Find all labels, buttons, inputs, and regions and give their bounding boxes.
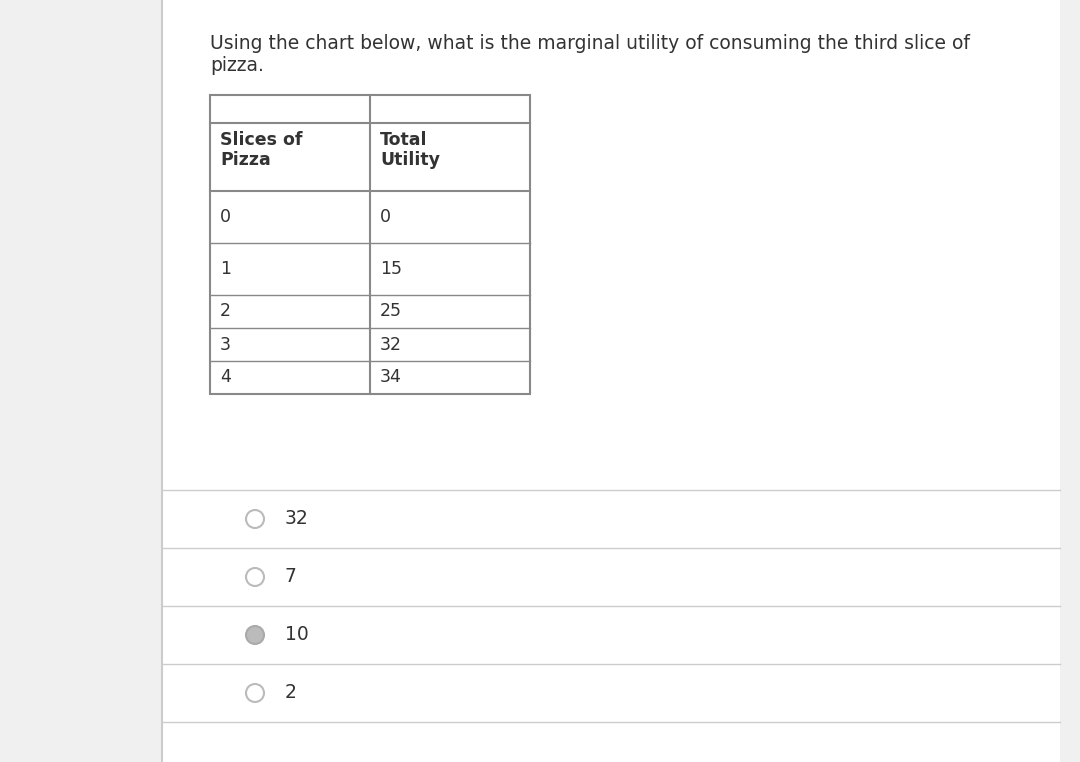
Text: 3: 3 xyxy=(220,335,231,354)
Text: 0: 0 xyxy=(220,208,231,226)
Text: 15: 15 xyxy=(380,260,402,278)
Text: 1: 1 xyxy=(220,260,231,278)
Text: 32: 32 xyxy=(285,510,309,529)
Circle shape xyxy=(246,510,264,528)
Text: 2: 2 xyxy=(285,684,297,703)
Text: 32: 32 xyxy=(380,335,402,354)
Text: Pizza: Pizza xyxy=(220,151,271,169)
Circle shape xyxy=(246,626,264,644)
Text: Utility: Utility xyxy=(380,151,440,169)
Text: Using the chart below, what is the marginal utility of consuming the third slice: Using the chart below, what is the margi… xyxy=(210,34,970,53)
Text: Total: Total xyxy=(380,131,428,149)
Text: 10: 10 xyxy=(285,626,309,645)
Bar xyxy=(162,0,1059,762)
Text: pizza.: pizza. xyxy=(210,56,264,75)
Text: Slices of: Slices of xyxy=(220,131,302,149)
Circle shape xyxy=(246,568,264,586)
Bar xyxy=(210,95,530,394)
Text: 25: 25 xyxy=(380,303,402,321)
Text: 7: 7 xyxy=(285,568,297,587)
Text: 4: 4 xyxy=(220,369,231,386)
Text: 2: 2 xyxy=(220,303,231,321)
Text: 34: 34 xyxy=(380,369,402,386)
Text: 0: 0 xyxy=(380,208,391,226)
Circle shape xyxy=(246,684,264,702)
